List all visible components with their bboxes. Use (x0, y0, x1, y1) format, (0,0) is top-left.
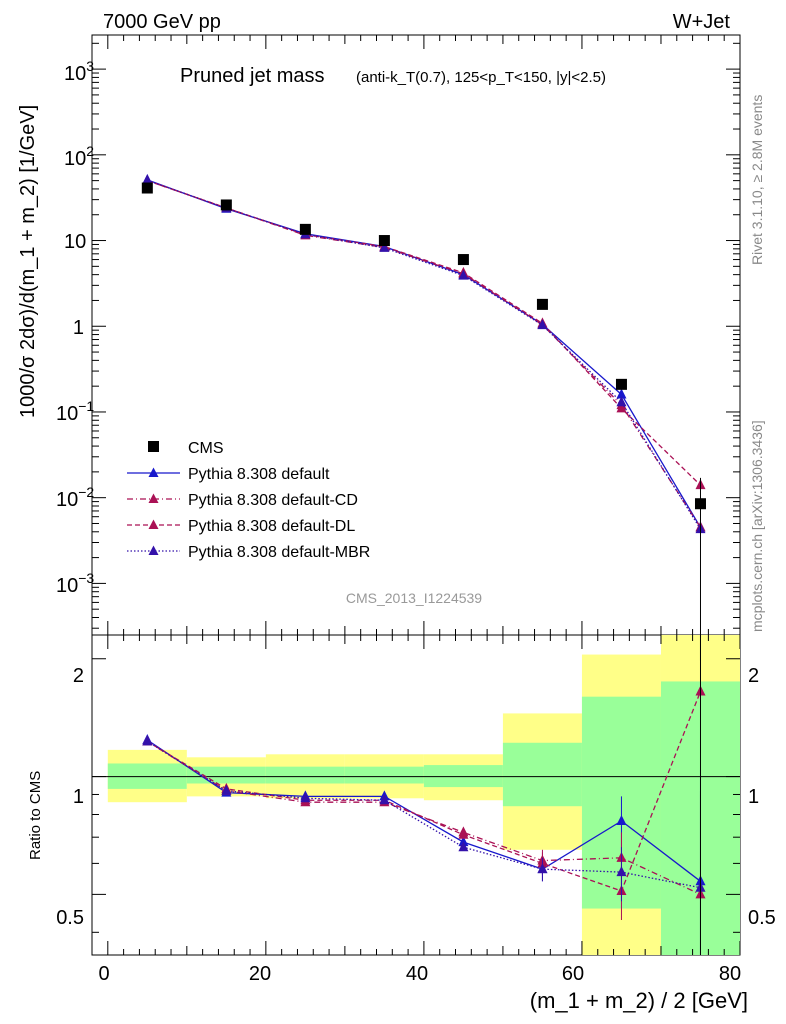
series-point-top (458, 269, 469, 280)
legend-mbr-marker (148, 545, 159, 555)
cms-point (299, 223, 311, 235)
x-tick-label: 0 (98, 963, 109, 985)
top-y-tick-label: 10−1 (56, 398, 94, 425)
ratio-band-inner (502, 742, 582, 807)
x-tick-label: 80 (719, 963, 741, 985)
x-tick-label: 40 (406, 963, 428, 985)
legend-dl-label: Pythia 8.308 default-DL (188, 518, 355, 535)
series-line-top (147, 180, 702, 528)
top-y-tick-label: 10−3 (56, 570, 94, 597)
ratio-tick-label-right: 1 (748, 786, 759, 808)
plot-title-main: Pruned jet mass (180, 65, 325, 87)
ratio-tick-label: 1 (73, 786, 84, 808)
series-line-ratio (146, 691, 702, 892)
ratio-series (142, 646, 706, 955)
ratio-uncertainty-bands (107, 635, 740, 955)
legend-cd-label: Pythia 8.308 default-CD (188, 492, 358, 509)
series-point-top (379, 241, 390, 252)
series-point-top (616, 402, 627, 413)
ratio-y-axis-label: Ratio to CMS (27, 771, 44, 860)
legend-dl-marker (148, 519, 159, 529)
series-point-top (142, 174, 153, 185)
x-tick-label: 20 (249, 963, 271, 985)
energy-label: 7000 GeV pp (103, 11, 221, 33)
series-point-ratio (458, 836, 469, 847)
series-point-ratio (537, 863, 548, 874)
axis-ticks (92, 35, 741, 955)
top-y-tick-label: 103 (64, 58, 94, 85)
ratio-tick-label-right: 2 (748, 665, 759, 687)
series-point-top (537, 319, 548, 330)
ratio-band-inner (344, 766, 424, 784)
series-line-top (147, 180, 701, 486)
series-point-ratio (616, 814, 627, 825)
cms-point (694, 498, 706, 510)
series-point-ratio (458, 828, 469, 839)
legend-default-marker (148, 467, 159, 477)
series-point-ratio (142, 735, 153, 746)
cms-point (615, 378, 627, 390)
ratio-band-inner (186, 766, 266, 784)
cms-points (141, 182, 706, 955)
side-mcplots-label: mcplots.cern.ch [arXiv:1306.3436] (749, 420, 765, 632)
series-point-ratio (379, 794, 390, 805)
analysis-label: CMS_2013_I1224539 (346, 590, 482, 606)
series-point-top (616, 388, 627, 399)
series-point-ratio (458, 841, 469, 852)
ratio-tick-label: 0.5 (56, 907, 84, 929)
ratio-tick-label-right: 0.5 (748, 907, 776, 929)
x-tick-label: 60 (562, 963, 584, 985)
top-y-tick-label: 1 (73, 317, 84, 339)
top-y-tick-label: 102 (64, 143, 94, 170)
legend-mbr-label: Pythia 8.308 default-MBR (188, 544, 370, 561)
legend-cd-marker (148, 493, 159, 503)
series-point-ratio (300, 792, 311, 803)
plot-title-detail: (anti-k_T(0.7), 125<p_T<150, |y|<2.5) (356, 69, 606, 86)
ratio-tick-label: 2 (73, 665, 84, 687)
side-rivet-label: Rivet 3.1.10, ≥ 2.8M events (749, 95, 765, 265)
cms-point (378, 235, 390, 247)
x-axis-label: (m_1 + m_2) / 2 [GeV] (530, 988, 748, 1013)
top-y-tick-label: 10 (64, 231, 86, 253)
cms-point (220, 199, 232, 211)
cms-point (457, 254, 469, 266)
top-y-tick-label: 10−2 (56, 484, 94, 511)
top-y-axis-label: 1000/σ 2dσ)/d(m_1 + m_2) [1/GeV] (17, 105, 39, 418)
series-point-ratio (221, 784, 232, 795)
series-line-ratio (146, 740, 701, 889)
legend-default-label: Pythia 8.308 default (188, 466, 330, 483)
legend-cms-label: CMS (188, 440, 224, 457)
ratio-band-inner (265, 766, 345, 784)
legend: CMS Pythia 8.308 default Pythia 8.308 de… (127, 440, 370, 561)
cms-point (141, 182, 153, 194)
cms-point (536, 298, 548, 310)
process-label: W+Jet (673, 11, 731, 33)
series-point-top (616, 396, 627, 407)
series-point-ratio (616, 866, 627, 877)
legend-cms-marker (148, 441, 159, 452)
plot-title: Pruned jet mass (180, 65, 325, 87)
